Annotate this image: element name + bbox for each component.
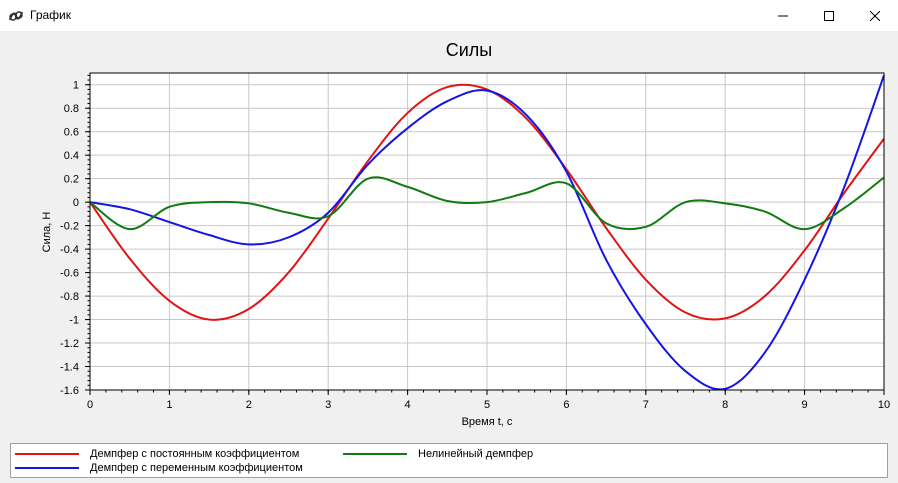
legend-item-constant-damper: Демпфер с постоянным коэффициентом xyxy=(15,447,299,461)
y-tick-label: 0 xyxy=(73,197,79,209)
y-tick-label: 0.8 xyxy=(64,103,79,115)
x-tick-label: 7 xyxy=(643,399,649,411)
x-axis-label: Время t, с xyxy=(462,416,513,428)
close-icon xyxy=(870,10,880,21)
plot-frame xyxy=(89,72,885,391)
y-tick-label: -1.6 xyxy=(60,385,79,397)
x-tick-label: 10 xyxy=(878,399,890,411)
legend-label: Демпфер с переменным коэффициентом xyxy=(90,462,303,474)
x-tick-label: 8 xyxy=(722,399,728,411)
series-line-constant-damper xyxy=(89,83,885,321)
close-button[interactable] xyxy=(852,0,898,31)
axes xyxy=(85,72,885,395)
chart-title: Силы xyxy=(445,40,493,60)
y-tick-labels: 1 0.8 0.6 0.4 0.2 0 -0.2 -0.4 -0.6 -0.8 -1 -1.2 -1.4… xyxy=(60,80,79,397)
legend-item-nonlinear-damper: Нелинейный демпфер xyxy=(343,447,533,461)
y-tick-label: 0.2 xyxy=(64,174,79,186)
x-tick-label: 3 xyxy=(325,399,331,411)
y-tick-label: 0.6 xyxy=(64,127,79,139)
minimize-button[interactable] xyxy=(760,0,806,31)
legend: Демпфер с постоянным коэффициентом Демпф… xyxy=(10,443,888,478)
window-title: График xyxy=(30,8,71,22)
y-tick-label: -0.8 xyxy=(60,291,79,303)
legend-swatch-red xyxy=(15,453,79,455)
x-tick-label: 6 xyxy=(563,399,569,411)
x-tick-label: 2 xyxy=(246,399,252,411)
x-tick-label: 9 xyxy=(802,399,808,411)
y-tick-label: -1.2 xyxy=(60,338,79,350)
x-tick-label: 4 xyxy=(405,399,411,411)
maximize-icon xyxy=(824,10,834,21)
window-titlebar: График xyxy=(0,0,898,31)
y-tick-label: -0.4 xyxy=(60,244,79,256)
y-tick-label: -1 xyxy=(69,315,79,327)
minimize-icon xyxy=(778,15,788,16)
series-line-nonlinear-damper xyxy=(89,176,885,231)
chart-app-icon xyxy=(9,11,23,21)
y-axis-label: Сила, Н xyxy=(41,212,53,253)
y-tick-label: 0.4 xyxy=(64,150,79,162)
y-tick-label: -0.6 xyxy=(60,268,79,280)
series-lines xyxy=(89,75,885,391)
y-tick-label: -0.2 xyxy=(60,221,79,233)
x-tick-label: 0 xyxy=(87,399,93,411)
line-chart: 0 1 2 3 4 5 6 7 8 9 10 1 0.8 0.6 0.4 0.2 0 -0.2 -0.4 -0.6 -… xyxy=(41,72,890,428)
x-tick-label: 5 xyxy=(484,399,490,411)
legend-label: Нелинейный демпфер xyxy=(418,448,534,460)
maximize-button[interactable] xyxy=(806,0,852,31)
y-tick-label: -1.4 xyxy=(60,362,79,374)
x-tick-labels: 0 1 2 3 4 5 6 7 8 9 10 xyxy=(87,399,890,411)
legend-item-variable-damper: Демпфер с переменным коэффициентом xyxy=(15,461,303,475)
legend-swatch-blue xyxy=(15,467,79,469)
series-line-variable-damper xyxy=(89,75,885,391)
legend-label: Демпфер с постоянным коэффициентом xyxy=(90,448,300,460)
x-tick-label: 1 xyxy=(166,399,172,411)
legend-swatch-green xyxy=(343,453,407,455)
y-tick-label: 1 xyxy=(73,80,79,92)
